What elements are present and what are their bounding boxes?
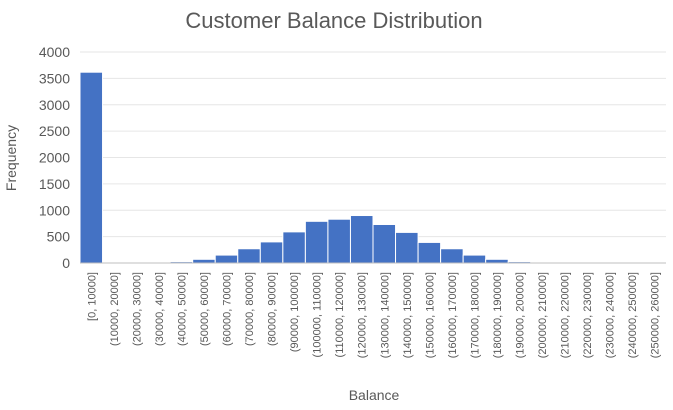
y-tick-label: 4000 [39, 44, 70, 60]
x-tick-label: (240000, 250000] [627, 272, 639, 358]
bars [80, 72, 666, 263]
bar [305, 221, 328, 263]
x-tick-label: (170000, 180000] [469, 272, 481, 358]
x-tick-label: (50000, 60000] [199, 272, 211, 346]
x-tick-label: (130000, 140000] [379, 272, 391, 358]
y-tick-label: 3500 [39, 70, 70, 86]
x-tick-label: (220000, 230000] [582, 272, 594, 358]
y-tick-label: 3000 [39, 97, 70, 113]
x-tick-label: (60000, 70000] [222, 272, 234, 346]
x-axis-tick-labels: [0, 10000] (10000, 20000] (20000, 30000] (3… [86, 272, 661, 358]
bar [193, 259, 216, 263]
x-tick-label: (190000, 200000] [515, 272, 527, 358]
bar [486, 259, 509, 263]
chart-title: Customer Balance Distribution [185, 8, 482, 33]
y-tick-label: 2500 [39, 123, 70, 139]
x-tick-label: (110000, 120000] [334, 272, 346, 357]
bar [238, 249, 261, 263]
x-tick-label: (20000, 30000] [131, 272, 143, 346]
gridlines [80, 52, 666, 237]
bar [350, 216, 373, 263]
x-tick-label: (250000, 260000] [650, 272, 662, 358]
x-tick-label: [0, 10000] [86, 272, 98, 321]
x-tick-label: (30000, 40000] [154, 272, 166, 346]
x-tick-label: (150000, 160000] [424, 272, 436, 358]
x-tick-label: (210000, 220000] [560, 272, 572, 358]
y-axis-title: Frequency [3, 125, 19, 191]
y-tick-label: 1000 [39, 202, 70, 218]
x-tick-label: (90000, 100000] [289, 272, 301, 352]
bar [418, 242, 441, 263]
x-tick-label: (160000, 170000] [447, 272, 459, 358]
bar [283, 232, 306, 263]
y-tick-label: 2000 [39, 150, 70, 166]
y-axis-tick-labels: 0 500 1000 1500 2000 2500 3000 3500 4000 [39, 44, 70, 271]
x-tick-label: (230000, 240000] [605, 272, 617, 358]
y-tick-label: 500 [47, 229, 71, 245]
x-tick-label: (140000, 150000] [402, 272, 414, 358]
x-tick-label: (100000, 110000] [312, 272, 324, 357]
y-tick-label: 0 [62, 255, 70, 271]
bar [260, 242, 283, 263]
x-tick-label: (70000, 80000] [244, 272, 256, 346]
bar [396, 232, 419, 263]
bar [80, 72, 103, 263]
x-tick-label: (180000, 190000] [492, 272, 504, 358]
y-tick-label: 1500 [39, 176, 70, 192]
bar [328, 219, 351, 263]
x-tick-label: (10000, 20000] [109, 272, 121, 346]
x-tick-label: (80000, 90000] [267, 272, 279, 346]
x-tick-label: (120000, 130000] [357, 272, 369, 358]
bar [441, 249, 464, 263]
bar [373, 224, 396, 263]
bar [215, 255, 238, 263]
x-axis-title: Balance [349, 387, 400, 403]
bar [463, 255, 486, 263]
x-tick-label: (40000, 50000] [176, 272, 188, 346]
x-tick-label: (200000, 210000] [537, 272, 549, 358]
